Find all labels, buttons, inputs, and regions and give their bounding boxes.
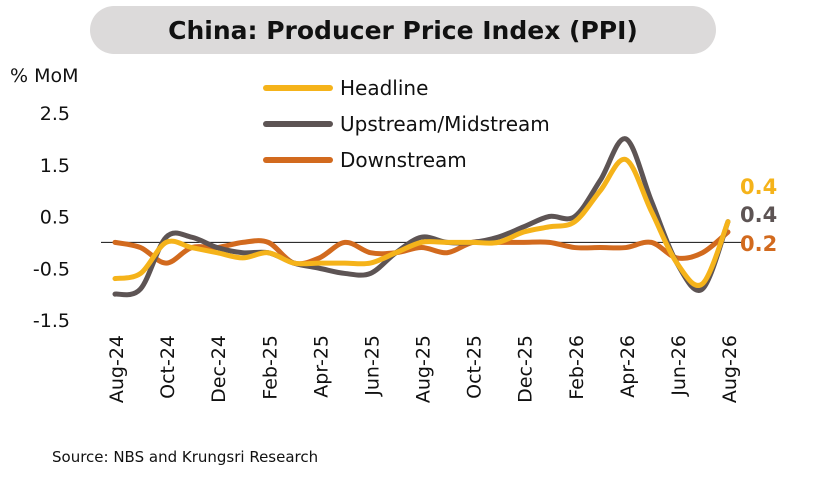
series-line-headline — [112, 156, 731, 288]
x-tick-label: Aug-25 — [413, 335, 435, 403]
chart-title-banner: China: Producer Price Index (PPI) — [90, 6, 716, 54]
y-axis-ticks: 2.5 1.5 0.5 -0.5 -1.5 — [33, 103, 70, 332]
y-tick-label: -0.5 — [33, 258, 70, 280]
source-note: Source: NBS and Krungsri Research — [52, 448, 319, 466]
x-axis-ticks: Aug-24 Oct-24 Dec-24 Feb-25 Apr-25 Jun-25 Aug-… — [106, 335, 741, 403]
y-tick-label: -1.5 — [33, 310, 70, 332]
end-value-labels: 0.4 0.4 0.2 — [740, 175, 777, 256]
x-tick-label: Apr-25 — [310, 335, 332, 398]
series-lines — [112, 136, 731, 298]
x-tick-label: Dec-24 — [208, 335, 230, 403]
x-tick-label: Feb-26 — [566, 335, 588, 400]
y-axis-label: % MoM — [10, 65, 79, 87]
end-label: 0.2 — [740, 232, 777, 256]
x-tick-label: Dec-25 — [515, 335, 537, 403]
y-tick-label: 1.5 — [40, 155, 70, 177]
legend-label: Headline — [340, 76, 428, 100]
x-tick-label: Jun-25 — [361, 335, 383, 397]
x-tick-label: Aug-26 — [719, 335, 741, 403]
x-tick-label: Aug-24 — [106, 335, 128, 403]
series-line-upstream-midstream — [112, 136, 731, 298]
x-tick-label: Feb-25 — [259, 335, 281, 400]
x-tick-label: Oct-24 — [157, 335, 179, 399]
legend: Headline Upstream/Midstream Downstream — [263, 76, 550, 172]
y-tick-label: 2.5 — [40, 103, 70, 125]
end-label: 0.4 — [740, 175, 777, 199]
chart-title: China: Producer Price Index (PPI) — [168, 15, 638, 45]
x-tick-label: Jun-26 — [668, 335, 690, 397]
x-tick-label: Apr-26 — [617, 335, 639, 398]
legend-label: Upstream/Midstream — [340, 112, 550, 136]
x-tick-label: Oct-25 — [464, 335, 486, 399]
y-tick-label: 0.5 — [40, 207, 70, 229]
end-label: 0.4 — [740, 203, 777, 227]
legend-label: Downstream — [340, 148, 467, 172]
